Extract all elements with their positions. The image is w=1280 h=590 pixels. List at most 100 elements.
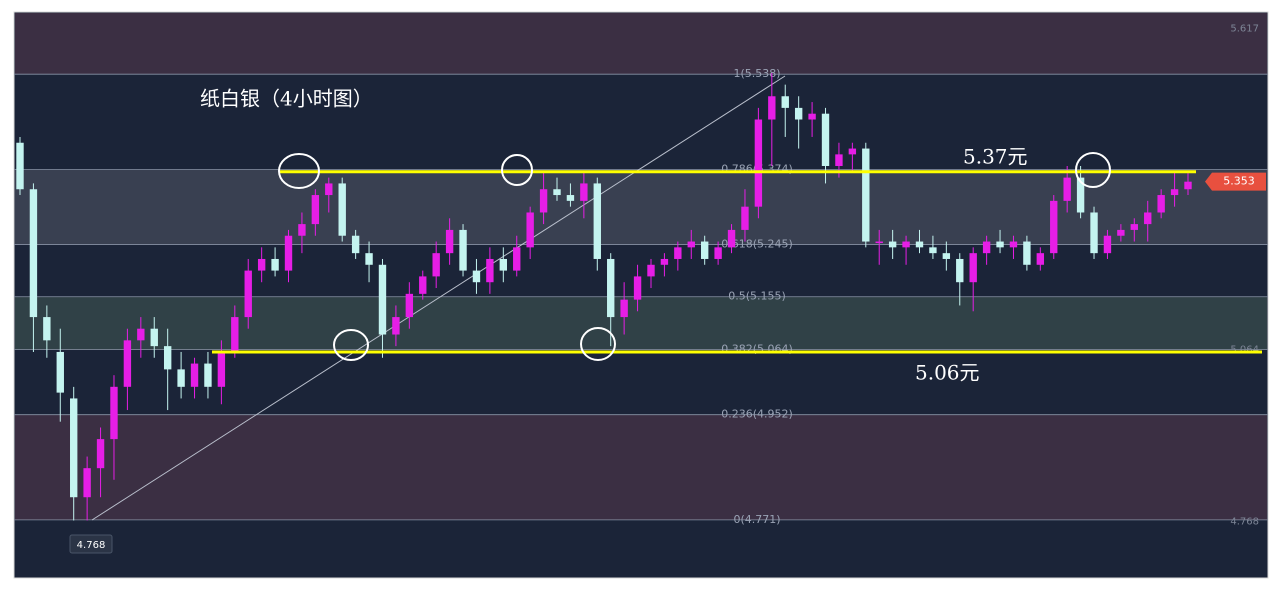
chart-title: 纸白银（4小时图） [200,87,373,111]
candle-body [1170,189,1179,196]
candle-body [996,241,1004,248]
candle-body [217,351,226,387]
candle-body [96,439,105,469]
candle-body [190,363,199,387]
candle-body [727,229,736,248]
trend-line [91,75,786,521]
candle-body [862,148,870,242]
candle-body [768,96,776,120]
candle-body [982,241,991,254]
candle-body [123,340,132,387]
circle [1075,152,1111,188]
candle-body [1090,212,1098,254]
fib-label: 0.382(5.064) [721,343,793,356]
candle-body [741,206,749,230]
fib-band [15,13,1267,75]
candle-body [593,183,601,259]
candle-body [1184,181,1192,190]
candle-body [754,119,763,207]
candle-body [244,270,252,318]
candle-body [580,183,588,201]
candle-body [942,253,951,259]
candle-body [459,229,467,271]
candle-body [365,253,373,265]
fib-label: 0(4.771) [733,513,780,526]
candle-body [566,195,575,201]
candle-body [472,270,481,283]
candle-body [835,154,843,166]
candle-body [969,253,977,283]
circle [501,154,533,186]
candle-body [1063,177,1071,201]
candle-body [513,247,521,271]
candle-body [432,253,440,277]
candle-body [163,346,172,370]
candle-body [1036,253,1045,265]
candle-body [915,241,924,248]
candle-body [70,398,78,498]
fib-grid: 1(5.538)0.786(5.374)0.618(5.245)0.5(5.15… [14,23,1268,528]
candle-body [633,276,642,300]
candle-body [16,142,24,190]
candle-body [674,247,682,259]
candle-body [553,189,561,196]
y-tick-label: 5.617 [1230,23,1259,34]
candle-body [271,258,279,271]
candle-body [888,241,897,248]
circle [278,153,320,189]
candle-body [29,189,38,318]
fib-band [15,296,1267,350]
candle-body [902,241,910,248]
fib-band [15,169,1267,245]
candle-body [1117,229,1125,236]
candle-body [499,258,508,271]
candle-body [647,264,655,277]
candle-body [177,369,185,387]
candle-body [392,317,400,335]
candle-body [808,113,816,120]
candle-body [325,183,333,196]
candle-body [83,468,91,498]
fib-label: 0.5(5.155) [728,290,786,303]
candle-body [351,235,360,254]
low-marker-box [69,534,113,554]
fib-bands [15,13,1267,520]
low-marker-label: 4.768 [77,540,106,551]
candle-body [338,183,346,236]
candle-body [56,351,64,393]
candle-body [378,264,387,335]
candle-body [821,113,830,166]
circle [580,327,616,361]
candle-body [687,241,695,248]
candle-body [1103,235,1112,254]
candle-body [700,241,709,259]
candle-body [1050,200,1058,254]
candle-body [445,229,454,254]
candle-body [298,224,306,236]
candle-body [150,328,158,347]
candle-body [1009,241,1018,248]
candle-body [714,247,722,259]
candle-body [620,299,628,318]
candle-body [204,363,212,387]
candle-body [660,258,669,265]
candle-body [794,107,803,120]
levels: 5.37元 5.06元 5.353 [212,144,1266,384]
fib-label: 0.236(4.952) [721,408,793,421]
candle-body [781,96,789,108]
circle [333,329,369,361]
candles [16,73,1192,521]
level-label: 5.37元 [963,144,1028,168]
candle-body [848,148,857,155]
y-tick-label: 5.064 [1230,345,1259,356]
fib-label: 1(5.538) [733,67,780,80]
candle-body [1076,177,1085,213]
candle-body [956,258,964,283]
last-price-tag [1205,172,1266,191]
last-price-label: 5.353 [1223,175,1255,188]
candle-body [284,235,293,271]
candle-body [1157,195,1165,213]
level-label: 5.06元 [915,360,980,384]
